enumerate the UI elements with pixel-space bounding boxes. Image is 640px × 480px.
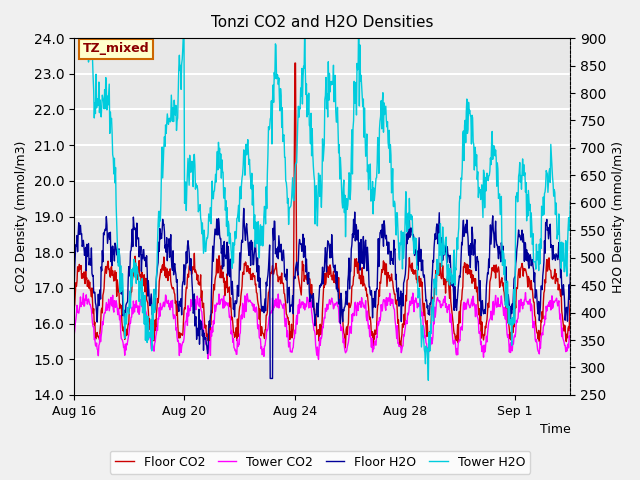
Floor H2O <box>70 286 78 291</box>
Tower CO2 <box>251 307 259 312</box>
Floor H2O <box>187 256 195 262</box>
Tower CO2 <box>88 313 96 319</box>
Floor H2O <box>240 205 248 211</box>
Tower CO2 <box>472 314 479 320</box>
Floor H2O <box>278 258 286 264</box>
X-axis label: Time: Time <box>540 423 570 436</box>
Text: TZ_mixed: TZ_mixed <box>83 42 149 55</box>
Title: Tonzi CO2 and H2O Densities: Tonzi CO2 and H2O Densities <box>211 15 433 30</box>
Tower H2O <box>566 198 574 204</box>
Tower CO2 <box>352 304 360 310</box>
Tower CO2 <box>315 357 323 362</box>
Tower H2O <box>352 80 360 85</box>
Tower H2O <box>472 163 480 169</box>
Tower H2O <box>424 377 432 383</box>
Floor H2O <box>88 271 96 276</box>
Tower H2O <box>278 125 285 131</box>
Tower H2O <box>252 244 259 250</box>
Y-axis label: CO2 Density (mmol/m3): CO2 Density (mmol/m3) <box>15 141 28 292</box>
Tower H2O <box>188 163 195 168</box>
Floor CO2 <box>472 284 480 290</box>
Line: Tower H2O: Tower H2O <box>74 0 570 380</box>
Floor CO2 <box>341 345 349 351</box>
Floor CO2 <box>251 273 259 278</box>
Legend: Floor CO2, Tower CO2, Floor H2O, Tower H2O: Floor CO2, Tower CO2, Floor H2O, Tower H… <box>109 451 531 474</box>
Floor CO2 <box>353 256 360 262</box>
Floor CO2 <box>187 258 195 264</box>
Floor H2O <box>472 268 480 274</box>
Y-axis label: H2O Density (mmol/m3): H2O Density (mmol/m3) <box>612 141 625 292</box>
Floor CO2 <box>291 60 299 66</box>
Floor CO2 <box>88 285 96 291</box>
Line: Floor CO2: Floor CO2 <box>74 63 570 348</box>
Line: Floor H2O: Floor H2O <box>74 208 570 378</box>
Tower CO2 <box>522 290 529 296</box>
Tower H2O <box>70 34 78 39</box>
Line: Tower CO2: Tower CO2 <box>74 293 570 360</box>
Floor H2O <box>353 224 360 229</box>
Floor H2O <box>252 238 259 243</box>
Tower CO2 <box>277 301 285 307</box>
Tower H2O <box>89 57 97 63</box>
Tower CO2 <box>566 326 574 332</box>
Floor H2O <box>566 271 574 277</box>
Floor H2O <box>266 375 274 381</box>
Floor CO2 <box>70 305 78 311</box>
Tower CO2 <box>187 297 195 302</box>
Tower CO2 <box>70 333 78 338</box>
Floor CO2 <box>566 298 574 304</box>
Floor CO2 <box>277 275 285 280</box>
